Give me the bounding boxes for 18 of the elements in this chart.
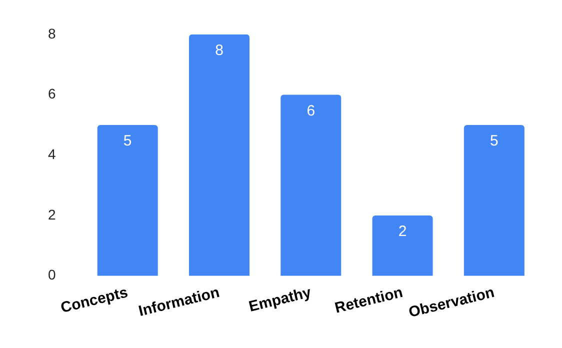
- y-tick-label: 0: [48, 266, 56, 283]
- y-tick-label: 4: [48, 146, 56, 162]
- bar: [97, 124, 158, 276]
- data-label: 5: [123, 132, 132, 150]
- data-label: 2: [398, 223, 407, 240]
- data-label: 8: [215, 42, 224, 60]
- data-label: 6: [306, 102, 316, 120]
- bar: [280, 94, 342, 276]
- x-tick-label: Empathy: [247, 284, 314, 316]
- y-tick-label: 6: [48, 86, 56, 102]
- bar: [189, 34, 250, 276]
- x-tick-label: Concepts: [59, 284, 130, 317]
- y-tick-label: 8: [48, 25, 56, 42]
- bar: [464, 124, 524, 276]
- y-tick-label: 2: [48, 206, 56, 222]
- bar: [372, 216, 433, 276]
- data-label: 5: [490, 132, 498, 150]
- x-tick-label: Retention: [333, 284, 404, 317]
